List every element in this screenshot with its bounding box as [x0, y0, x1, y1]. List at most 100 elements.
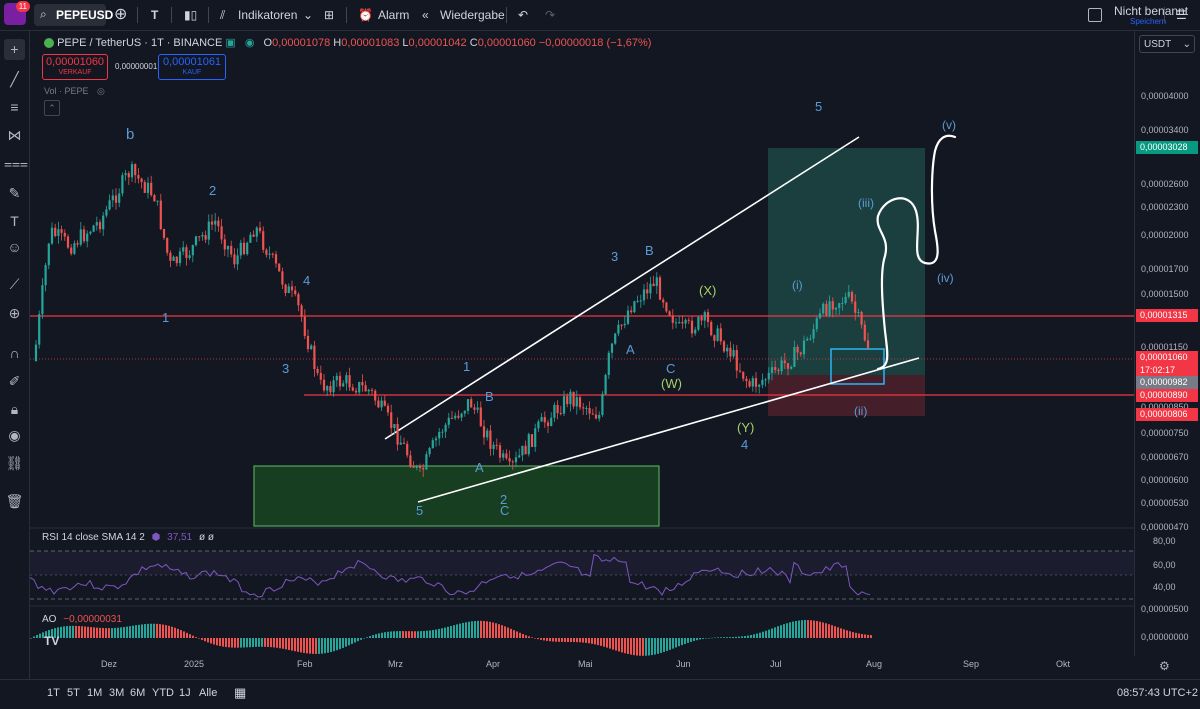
candle-body [444, 424, 447, 432]
trend-line-icon[interactable]: ╱ [10, 71, 19, 87]
candle-body [169, 252, 172, 261]
range-button-ytd[interactable]: YTD [152, 687, 174, 699]
ao-bar [717, 637, 719, 638]
range-button-alle[interactable]: Alle [199, 687, 218, 699]
ao-bar [720, 637, 722, 638]
candle-body [191, 245, 194, 256]
buy-button[interactable]: 0,00001061 KAUF [158, 54, 226, 80]
chart-legend: PEPE / TetherUS · 1T · BINANCE ▣ ◉ O0,00… [44, 36, 651, 49]
alert-button[interactable]: Alarm [378, 8, 410, 22]
date-range-calendar-icon[interactable]: ▦ [234, 685, 247, 700]
chevron-down-icon[interactable]: ⌄ [303, 8, 314, 22]
compare-plus-icon[interactable]: ⊕ [114, 6, 128, 23]
candle-body [806, 338, 809, 341]
redo-icon[interactable]: ↷ [545, 8, 556, 22]
candle-body [210, 221, 214, 225]
ao-bar [612, 638, 614, 650]
candle-body [82, 229, 86, 242]
candle-body [818, 313, 822, 319]
ao-bar [315, 638, 317, 654]
bottom-toolbar: 1T 5T 1M 3M 6M YTD 1J Alle ▦ 08:57:43 UTC+2 [0, 679, 1200, 709]
volume-legend[interactable]: Vol · PEPE ◎ [44, 86, 105, 97]
ao-bar [324, 638, 326, 654]
clock-display[interactable]: 08:57:43 UTC+2 [1117, 687, 1199, 699]
pattern-icon[interactable]: ⋈ [7, 127, 22, 143]
user-avatar[interactable]: 11 [4, 1, 30, 25]
layout-checkbox[interactable] [1088, 8, 1102, 22]
layout-name[interactable]: Nicht benannt [1114, 4, 1189, 18]
rsi-value: 37,51 [167, 532, 193, 543]
brush-icon[interactable]: ✎ [8, 185, 21, 201]
interval-button[interactable]: T [151, 8, 159, 22]
range-button-3m[interactable]: 3M [109, 687, 125, 699]
ao-bar [282, 638, 284, 649]
link-icon[interactable]: ⛓ [5, 455, 24, 471]
ao-bar [141, 624, 143, 638]
candle-body [594, 414, 598, 419]
candle-body [268, 253, 271, 255]
range-button-6m[interactable]: 6M [130, 687, 146, 699]
crosshair-icon[interactable]: + [4, 39, 25, 60]
ao-bar [204, 638, 206, 642]
ao-bar [702, 638, 704, 639]
sell-button[interactable]: 0,00001060 VERKAUF [42, 54, 108, 80]
candle-body [342, 383, 345, 387]
ao-bar [468, 621, 470, 638]
ao-bar [618, 638, 620, 652]
ao-bar [216, 638, 218, 646]
price-tick-label: 0,00000850 [1141, 402, 1189, 412]
price-tick-label: 0,00000670 [1141, 452, 1189, 462]
low-label: L [402, 37, 409, 49]
save-link[interactable]: Speichern [1130, 17, 1167, 26]
fib-icon[interactable]: ⩶ [4, 155, 28, 171]
indicators-button[interactable]: Indikatoren [238, 8, 298, 22]
undo-icon[interactable]: ↶ [518, 8, 529, 22]
text-icon[interactable]: T [10, 213, 19, 229]
ao-bar [111, 628, 113, 638]
alarm-clock-icon[interactable]: ⏰ [358, 8, 373, 22]
range-button-1m[interactable]: 1M [87, 687, 103, 699]
emoji-icon[interactable]: ☺ [7, 239, 22, 255]
candle-body [610, 343, 614, 353]
ao-bar [606, 638, 608, 648]
settings-gear-icon[interactable]: ⚙ [1159, 659, 1170, 673]
rsi-legend[interactable]: RSI 14 close SMA 14 2 ⬢ 37,51 ø ø [42, 532, 214, 543]
ao-bar [177, 628, 179, 638]
price-axis[interactable]: USDT ⌄ 0,00004000 0,00003400 0,00002600 0,0… [1134, 31, 1200, 673]
ao-bar [363, 638, 365, 639]
ruler-icon[interactable]: ⟋ [9, 276, 20, 292]
range-button-1j[interactable]: 1J [179, 687, 191, 699]
lock-icon[interactable]: 🔒︎ [10, 401, 19, 417]
magnet-icon[interactable]: ∩ [9, 345, 20, 361]
candle-body [489, 430, 492, 449]
range-button-5t[interactable]: 5T [67, 687, 80, 699]
ao-bar [417, 631, 419, 638]
templates-grid-icon[interactable]: ⊞ [324, 8, 335, 22]
zoom-icon[interactable]: ⊕ [8, 305, 21, 321]
indicators-icon[interactable]: ⫽ [220, 8, 226, 22]
menu-icon[interactable]: ☰ [1176, 8, 1187, 22]
replay-button[interactable]: Wiedergabe [440, 8, 505, 22]
candles-icon[interactable]: ▮▯ [184, 8, 198, 22]
sell-label: VERKAUF [58, 69, 92, 76]
eye-icon[interactable]: ◉ [8, 427, 21, 443]
ao-legend[interactable]: AO −0,00000031 [42, 614, 122, 625]
chart-canvas[interactable] [30, 31, 1134, 656]
candle-body [220, 226, 223, 240]
range-button-1t[interactable]: 1T [47, 687, 60, 699]
chart-pane[interactable]: b 2 1 4 3 5 5 1 B A 2 C 3 B A (X) C (W) … [30, 31, 1134, 656]
candle-body [306, 335, 310, 350]
trash-icon[interactable]: 🗑︎ [5, 493, 24, 509]
eye-off-icon[interactable]: ◎ [97, 86, 105, 96]
lock-drawing-icon[interactable]: ✐ [8, 373, 21, 389]
wave-label: A [626, 342, 635, 357]
ao-bar [240, 638, 242, 648]
collapse-legend-button[interactable]: ⌃ [44, 100, 60, 116]
currency-select[interactable]: USDT ⌄ [1139, 35, 1195, 53]
horizontal-lines-icon[interactable]: ≡ [10, 99, 19, 115]
ao-bar [819, 621, 821, 638]
time-tick-label: Sep [963, 659, 980, 669]
symbol-search[interactable]: ⌕ PEPEUSD [34, 4, 113, 26]
candle-body [713, 335, 716, 341]
replay-icon[interactable]: « [422, 8, 429, 22]
